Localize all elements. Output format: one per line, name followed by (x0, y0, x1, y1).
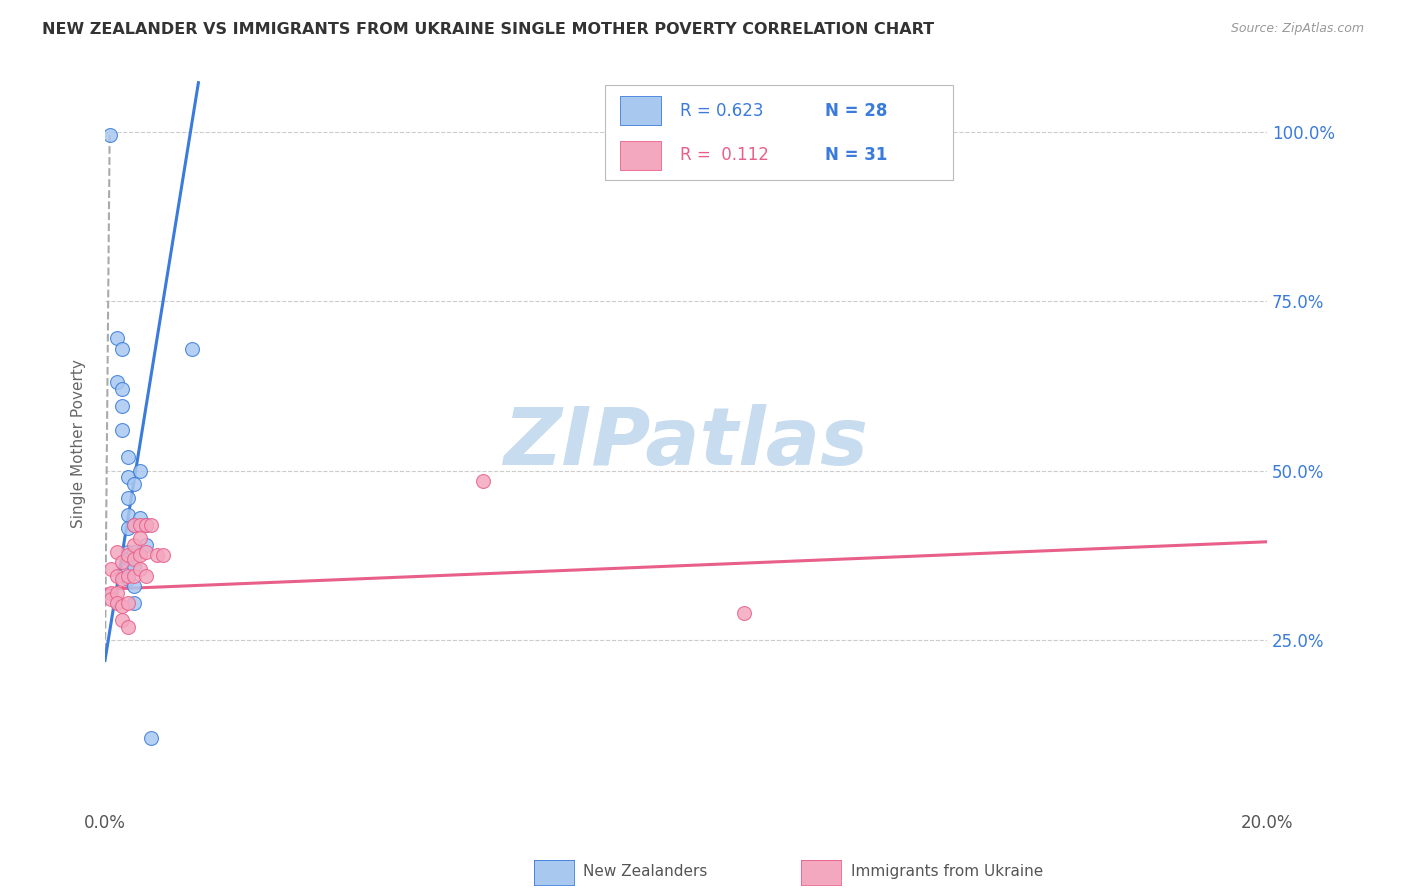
Point (117, 572, 139, 586)
Point (105, 568, 128, 582)
Text: NEW ZEALANDER VS IMMIGRANTS FROM UKRAINE SINGLE MOTHER POVERTY CORRELATION CHART: NEW ZEALANDER VS IMMIGRANTS FROM UKRAINE… (42, 22, 935, 37)
Text: R = 0.623: R = 0.623 (681, 102, 763, 120)
Point (146, 549, 169, 563)
Point (100, 592, 122, 607)
Y-axis label: Single Mother Poverty: Single Mother Poverty (72, 359, 86, 528)
Point (117, 596, 139, 610)
Point (135, 517, 157, 532)
Point (471, 474, 494, 488)
Text: Source: ZipAtlas.com: Source: ZipAtlas.com (1230, 22, 1364, 36)
Point (122, 517, 145, 532)
Point (117, 545, 139, 559)
Point (122, 551, 145, 566)
Point (105, 596, 128, 610)
Point (117, 508, 139, 522)
Point (135, 538, 157, 552)
Point (105, 585, 128, 599)
Text: New Zealanders: New Zealanders (583, 864, 707, 879)
Point (128, 549, 150, 563)
Point (733, 606, 755, 620)
Point (117, 470, 139, 484)
Point (122, 568, 145, 582)
Point (128, 517, 150, 532)
Point (100, 562, 122, 576)
Point (117, 491, 139, 505)
Point (128, 464, 150, 478)
Point (117, 568, 139, 582)
Point (135, 545, 157, 559)
Point (181, 342, 204, 356)
Point (105, 331, 128, 345)
Point (111, 399, 134, 413)
Point (111, 382, 134, 396)
Point (128, 532, 150, 546)
Point (135, 517, 157, 532)
Point (141, 731, 163, 746)
Point (98, 128, 121, 142)
Point (117, 619, 139, 633)
FancyBboxPatch shape (620, 141, 661, 169)
Point (128, 511, 150, 525)
Point (111, 613, 134, 627)
Point (117, 521, 139, 535)
Text: N = 31: N = 31 (825, 146, 887, 164)
Point (135, 568, 157, 582)
Point (117, 450, 139, 464)
Point (152, 549, 174, 563)
Text: Immigrants from Ukraine: Immigrants from Ukraine (851, 864, 1043, 879)
Text: N = 28: N = 28 (825, 102, 887, 120)
Point (105, 545, 128, 559)
Text: ZIPatlas: ZIPatlas (503, 404, 869, 483)
Point (100, 585, 122, 599)
Point (128, 562, 150, 576)
FancyBboxPatch shape (620, 96, 661, 125)
Point (122, 517, 145, 532)
Point (122, 545, 145, 559)
Text: R =  0.112: R = 0.112 (681, 146, 769, 164)
Point (122, 558, 145, 573)
Point (117, 551, 139, 566)
Point (122, 477, 145, 491)
Point (111, 572, 134, 586)
Point (122, 579, 145, 593)
Point (122, 596, 145, 610)
Point (111, 342, 134, 356)
Point (111, 555, 134, 569)
Point (141, 517, 163, 532)
Point (111, 599, 134, 614)
Point (117, 562, 139, 576)
Point (105, 376, 128, 390)
Point (122, 538, 145, 552)
FancyBboxPatch shape (605, 85, 953, 180)
Point (117, 549, 139, 563)
Point (111, 423, 134, 437)
